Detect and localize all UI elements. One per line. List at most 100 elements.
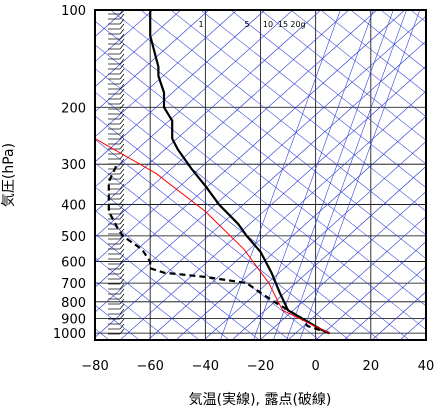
wind-barbs — [108, 10, 125, 335]
dry-adiabat — [140, 10, 426, 236]
wind-barb-flag — [119, 173, 125, 180]
wind-barb-flag — [119, 253, 125, 260]
y-tick-label: 100 — [61, 4, 86, 19]
skewed-isotherm — [95, 10, 266, 163]
wind-barb-flag — [119, 138, 125, 145]
mixing-ratio-line — [299, 10, 421, 340]
wind-barb-flag — [119, 53, 125, 60]
wind-barb-flag — [119, 128, 125, 135]
wind-barb-flag — [119, 13, 125, 20]
wind-barb-flag — [119, 158, 125, 165]
skewed-isotherm — [95, 10, 294, 188]
dry-adiabat — [230, 10, 426, 165]
skewed-isotherm — [95, 10, 322, 213]
wind-barb-flag — [119, 323, 125, 330]
wind-barb-flag — [119, 238, 125, 245]
wind-barb-flag — [119, 163, 125, 170]
mixing-ratio-label: 15 — [278, 20, 288, 29]
profile-series-1 — [107, 163, 330, 335]
mixing-ratio-lines — [220, 10, 421, 340]
wind-barb-flag — [119, 48, 125, 55]
x-tick-label: 20 — [363, 359, 380, 374]
wind-barb-flag — [119, 183, 125, 190]
wind-barb-flag — [119, 113, 125, 120]
y-tick-label: 300 — [61, 158, 86, 173]
wind-barb-flag — [119, 293, 125, 300]
wind-barb-flag — [119, 318, 125, 325]
dry-adiabat — [350, 10, 426, 70]
wind-barb-flag — [119, 213, 125, 220]
skewed-isotherm — [95, 10, 406, 288]
dry-adiabat — [380, 10, 426, 47]
profile-series-2 — [95, 138, 330, 334]
y-tick-label: 900 — [61, 312, 86, 327]
wind-barb-flag — [119, 263, 125, 270]
dry-adiabat — [110, 10, 426, 259]
dry-adiabat — [390, 0, 436, 380]
mixing-ratio-line — [273, 10, 394, 340]
wind-barb-flag — [119, 103, 125, 110]
skewed-isotherm — [95, 40, 426, 338]
dry-adiabat — [95, 233, 230, 340]
skewed-isotherm — [95, 10, 154, 63]
wind-barb-flag — [119, 178, 125, 185]
x-axis-title: 気温(実線), 露点(破線) — [189, 392, 332, 408]
wind-barb-flag — [119, 303, 125, 310]
wind-barb-flag — [119, 193, 125, 200]
wind-barb-flag — [119, 313, 125, 320]
wind-barb-flag — [119, 243, 125, 250]
y-tick-label: 500 — [61, 230, 86, 245]
wind-barb-flag — [119, 203, 125, 210]
wind-barb-flag — [119, 223, 125, 230]
wind-barb-flag — [119, 278, 125, 285]
dry-adiabat — [95, 68, 426, 330]
skewed-isotherm — [147, 90, 426, 340]
mixing-ratio-line — [220, 10, 341, 340]
skewed-isotherm — [231, 166, 426, 340]
dry-adiabat — [95, 162, 320, 340]
mixing-ratio-label: 5 — [244, 20, 249, 29]
wind-barb-flag — [119, 198, 125, 205]
wind-barb-flag — [119, 258, 125, 265]
skewed-isotherm — [428, 0, 436, 340]
dry-adiabat — [95, 257, 200, 340]
wind-barb-flag — [119, 188, 125, 195]
y-tick-label: 800 — [61, 296, 86, 311]
mixing-ratio-label: 1 — [198, 20, 203, 29]
skewed-isotherm — [315, 241, 426, 340]
skewed-isotherm — [399, 316, 426, 340]
dry-adiabat — [95, 281, 170, 340]
skewed-isotherm — [203, 140, 426, 340]
wind-barb-flag — [119, 68, 125, 75]
dry-adiabat — [95, 139, 350, 340]
wind-barb-flag — [119, 10, 124, 15]
y-axis-title: 気圧(hPa) — [1, 143, 17, 207]
wind-barb-flag — [119, 88, 125, 95]
skewed-isotherm — [343, 266, 426, 340]
y-tick-label: 600 — [61, 255, 86, 270]
dry-adiabat — [170, 10, 426, 212]
x-tick-labels: −80 −60 −40 −20 0 20 40 — [81, 359, 434, 374]
wind-barb-flag — [119, 268, 125, 275]
wind-barb-flag — [119, 33, 125, 40]
dry-adiabat — [95, 20, 426, 283]
wind-barb-flag — [119, 273, 125, 280]
dry-adiabat — [420, 0, 436, 380]
y-tick-label: 700 — [61, 277, 86, 292]
wind-barb-flag — [119, 283, 125, 290]
dry-adiabat — [95, 186, 290, 340]
skewed-isotherm — [95, 10, 378, 263]
wind-barb-flag — [119, 208, 125, 215]
x-tick-label: −40 — [192, 359, 219, 374]
mixing-ratio-line — [286, 10, 407, 340]
wind-barb-flag — [119, 83, 125, 90]
wind-barb-flag — [119, 328, 125, 335]
plot-area — [95, 0, 436, 380]
dry-adiabat — [290, 10, 426, 118]
dry-adiabat — [260, 10, 426, 141]
dry-adiabat — [95, 210, 260, 340]
wind-barb-flag — [119, 73, 125, 80]
skewed-isotherm — [95, 10, 350, 238]
y-tick-label: 400 — [61, 199, 86, 214]
